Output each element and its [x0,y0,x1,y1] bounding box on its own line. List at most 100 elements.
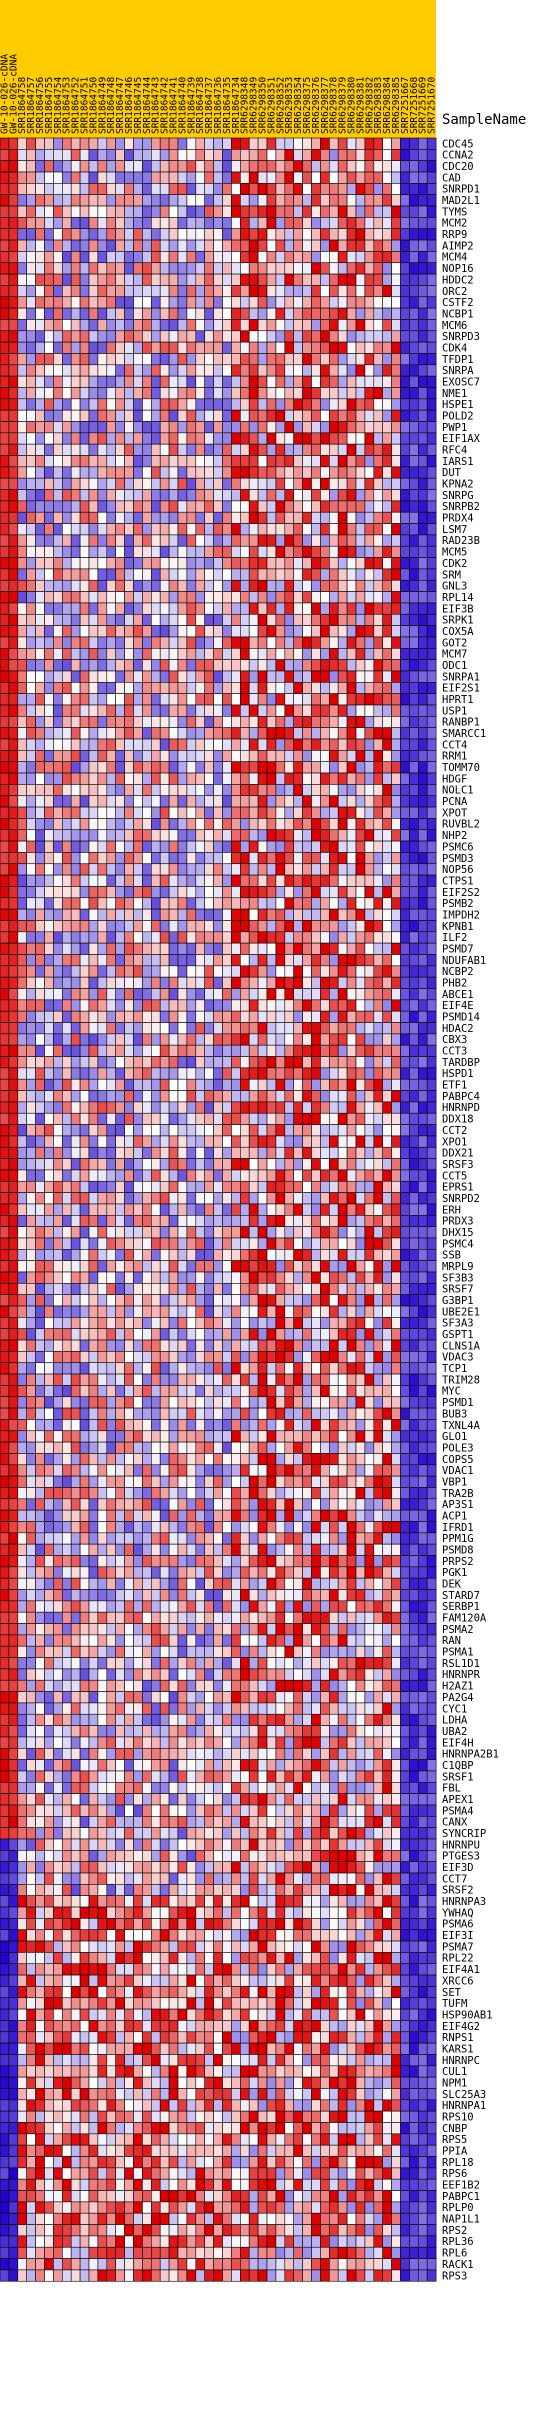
heatmap-cell [257,863,268,876]
heatmap-cell [204,1237,214,1250]
heatmap-cell [177,1146,188,1159]
heatmap-cell [320,1124,330,1137]
heatmap-cell [417,1215,428,1227]
heatmap-cell [195,1056,206,1069]
heatmap-cell [151,1226,161,1239]
heatmap-cell [373,818,383,831]
heatmap-cell [44,840,54,853]
heatmap-cell [337,965,348,978]
heatmap-cell [79,353,90,366]
heatmap-cell [8,1101,19,1114]
heatmap-cell [44,1056,54,1069]
heatmap-cell [284,364,294,377]
heatmap-cell [79,500,90,513]
heatmap-cell [53,908,63,921]
heatmap-cell [337,670,348,683]
heatmap-cell [168,1056,179,1069]
heatmap-cell [124,670,134,683]
heatmap-cell [151,965,161,978]
heatmap-cell [400,183,410,196]
heatmap-cell [266,489,277,502]
heatmap-cell [106,1135,117,1148]
heatmap-cell [382,908,392,921]
heatmap-cell [88,954,99,967]
heatmap-cell [8,976,19,989]
heatmap-cell [328,1146,339,1159]
heatmap-cell [8,1158,19,1171]
heatmap-cell [177,523,188,536]
heatmap-cell [177,908,188,921]
heatmap-cell [248,466,259,479]
heatmap-cell [35,795,45,808]
heatmap-cell [240,285,250,298]
heatmap-cell [373,954,383,967]
heatmap-cell [275,897,286,910]
heatmap-cell [79,330,90,343]
heatmap-cell [195,1101,206,1114]
heatmap-cell [364,1249,375,1261]
heatmap-cell [106,1203,117,1216]
heatmap-cell [151,591,161,604]
heatmap-cell [328,273,339,286]
heatmap-cell [88,1203,99,1216]
heatmap-cell [124,795,134,808]
heatmap-cell [346,920,357,933]
heatmap-cell [44,443,54,456]
heatmap-cell [328,1078,339,1091]
heatmap-cell [275,942,286,955]
heatmap-cell [106,1271,117,1284]
heatmap-cell [346,829,357,842]
heatmap-cell [400,1033,410,1046]
heatmap-cell [426,205,437,218]
heatmap-cell [391,534,401,547]
heatmap-cell [391,217,401,230]
heatmap-cell [409,477,419,490]
heatmap-cell [284,1135,294,1148]
heatmap-cell [8,443,19,456]
heatmap-cell [364,761,375,774]
heatmap-cell [355,1135,366,1148]
heatmap-cell [311,682,321,694]
column-label: SRR6298381 [355,77,366,134]
heatmap-cell [328,375,339,388]
heatmap-cell [61,1044,72,1057]
heatmap-cell [151,806,161,819]
heatmap-cell [266,965,277,978]
heatmap-cell [26,579,36,592]
heatmap-cell [79,908,90,921]
heatmap-cell [284,398,294,411]
heatmap-cell [266,1078,277,1091]
heatmap-cell [373,886,383,899]
heatmap-cell [186,999,197,1012]
heatmap-cell [106,1226,117,1239]
heatmap-cell [70,613,81,626]
heatmap-cell [35,704,45,717]
heatmap-cell [133,954,143,967]
heatmap-cell [195,965,206,978]
heatmap-cell [44,523,54,536]
heatmap-cell [124,375,134,388]
heatmap-cell [320,511,330,524]
heatmap-cell [186,670,197,683]
heatmap-cell [204,954,214,967]
column-label: SRR1864755 [44,77,55,134]
heatmap-cell [426,432,437,445]
heatmap-cell [400,534,410,547]
heatmap-cell [151,1044,161,1057]
heatmap-cell [88,965,99,978]
heatmap-cell [302,557,312,570]
heatmap-cell [44,1215,54,1227]
heatmap-cell [284,285,294,298]
heatmap-cell [346,1022,357,1035]
heatmap-cell [364,920,375,933]
heatmap-cell [151,1022,161,1035]
heatmap-cell [115,840,125,853]
heatmap-cell [70,523,81,536]
heatmap-cell [61,183,72,196]
heatmap-cell [213,171,223,184]
heatmap-cell [17,1010,27,1023]
heatmap-cell [328,1112,339,1125]
heatmap-cell [133,409,143,422]
heatmap-cell [97,591,108,604]
heatmap-cell [17,194,27,207]
